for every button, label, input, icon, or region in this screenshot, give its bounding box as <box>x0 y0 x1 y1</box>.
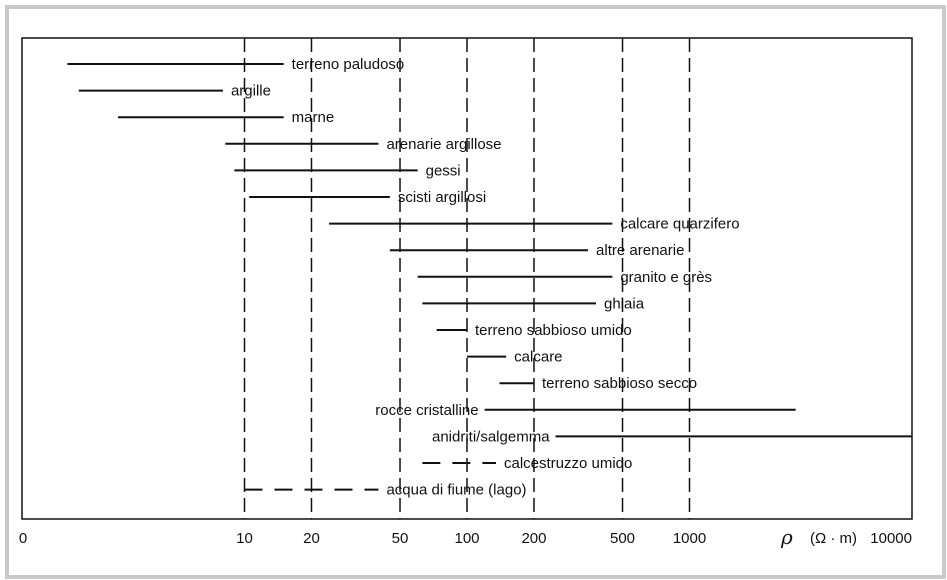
x-axis-unit: (Ω · m) <box>810 530 857 547</box>
x-tick-label: 500 <box>610 530 635 547</box>
range-label: rocce cristalline <box>375 402 478 419</box>
x-tick-label: 10000 <box>870 530 912 547</box>
x-tick-label: 10 <box>236 530 253 547</box>
range-label: calcare <box>514 349 562 366</box>
x-tick-label: 200 <box>521 530 546 547</box>
range-labels: terreno paludoso argille marne arenarie arg… <box>231 56 740 499</box>
x-tick-label: 50 <box>392 530 409 547</box>
x-tick-label: 1000 <box>673 530 706 547</box>
range-label: calcestruzzo umido <box>504 455 632 472</box>
range-label: terreno sabbioso umido <box>475 322 632 339</box>
range-label: arenarie argillose <box>386 136 501 153</box>
range-label: argille <box>231 83 271 100</box>
range-label: calcare quarzifero <box>620 216 739 233</box>
range-label: anidriti/salgemma <box>432 428 550 445</box>
range-label: granito e grès <box>620 269 712 286</box>
range-label: marne <box>292 109 335 126</box>
range-label: scisti argillosi <box>398 189 486 206</box>
x-tick-label: 100 <box>454 530 479 547</box>
range-label: gessi <box>426 162 461 179</box>
x-tick-labels: 0 10 20 50 100 200 500 1000 10000 <box>19 530 912 547</box>
range-label: terreno sabbioso secco <box>542 375 697 392</box>
range-label: acqua di fiume (lago) <box>386 482 526 499</box>
x-axis-symbol: ρ <box>780 525 793 549</box>
figure-frame <box>5 5 946 579</box>
range-label: terreno paludoso <box>292 56 405 73</box>
x-tick-label: 20 <box>303 530 320 547</box>
range-bars <box>67 63 912 491</box>
gridlines <box>243 38 691 519</box>
range-label: altre arenarie <box>596 242 684 259</box>
range-label: ghiaia <box>604 295 645 312</box>
x-tick-label: 0 <box>19 530 27 547</box>
